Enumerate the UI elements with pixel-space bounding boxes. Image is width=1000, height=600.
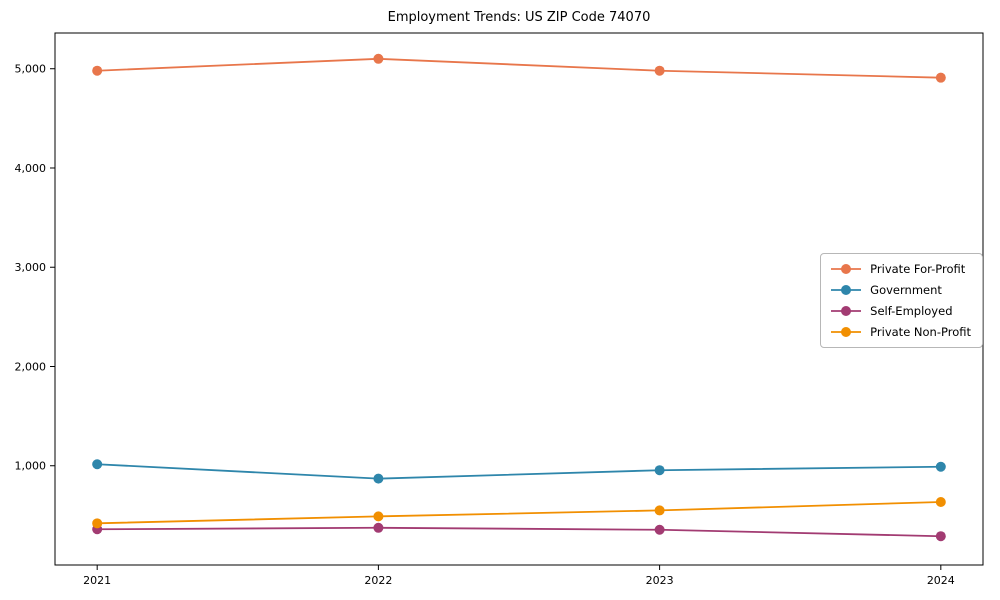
series-line-private-non-profit [97, 501, 941, 525]
legend-marker-icon [831, 306, 862, 316]
x-tick-label: 2021 [83, 574, 111, 587]
legend-label: Self-Employed [870, 304, 953, 318]
data-point [92, 65, 103, 76]
y-tick-label: 2,000 [15, 360, 47, 373]
data-point [373, 522, 384, 533]
legend-item: Self-Employed [830, 304, 971, 318]
data-point [92, 459, 103, 470]
y-tick-label: 1,000 [15, 460, 47, 473]
legend-item: Private For-Profit [830, 262, 971, 276]
legend-label: Private For-Profit [870, 262, 966, 276]
x-tick-label: 2024 [927, 574, 955, 587]
legend-label: Private Non-Profit [870, 325, 971, 339]
x-tick-label: 2023 [646, 574, 674, 587]
data-point [935, 461, 946, 472]
data-point [654, 524, 665, 535]
data-point [654, 505, 665, 516]
data-point [92, 518, 103, 529]
x-tick-label: 2022 [364, 574, 392, 587]
legend-marker-icon [831, 264, 862, 274]
data-point [373, 473, 384, 484]
data-point [935, 531, 946, 542]
data-point [935, 496, 946, 507]
data-point [373, 53, 384, 64]
series-line-government [97, 463, 941, 480]
series-line-self-employed [97, 526, 941, 538]
legend: Private For-Profit Government Self-Employe… [820, 253, 983, 348]
data-point [654, 65, 665, 76]
legend-marker-icon [831, 327, 862, 337]
chart-title: Employment Trends: US ZIP Code 74070 [387, 10, 651, 25]
data-point [373, 511, 384, 522]
axes-spines [54, 32, 984, 566]
series-line-private-for-profit [97, 57, 941, 79]
data-point [935, 72, 946, 83]
y-tick-label: 5,000 [15, 63, 47, 76]
y-tick-label: 4,000 [15, 162, 47, 175]
legend-label: Government [870, 283, 942, 297]
legend-marker-icon [831, 285, 862, 295]
legend-item: Private Non-Profit [830, 325, 971, 339]
data-point [654, 465, 665, 476]
legend-item: Government [830, 283, 971, 297]
y-tick-label: 3,000 [15, 261, 47, 274]
